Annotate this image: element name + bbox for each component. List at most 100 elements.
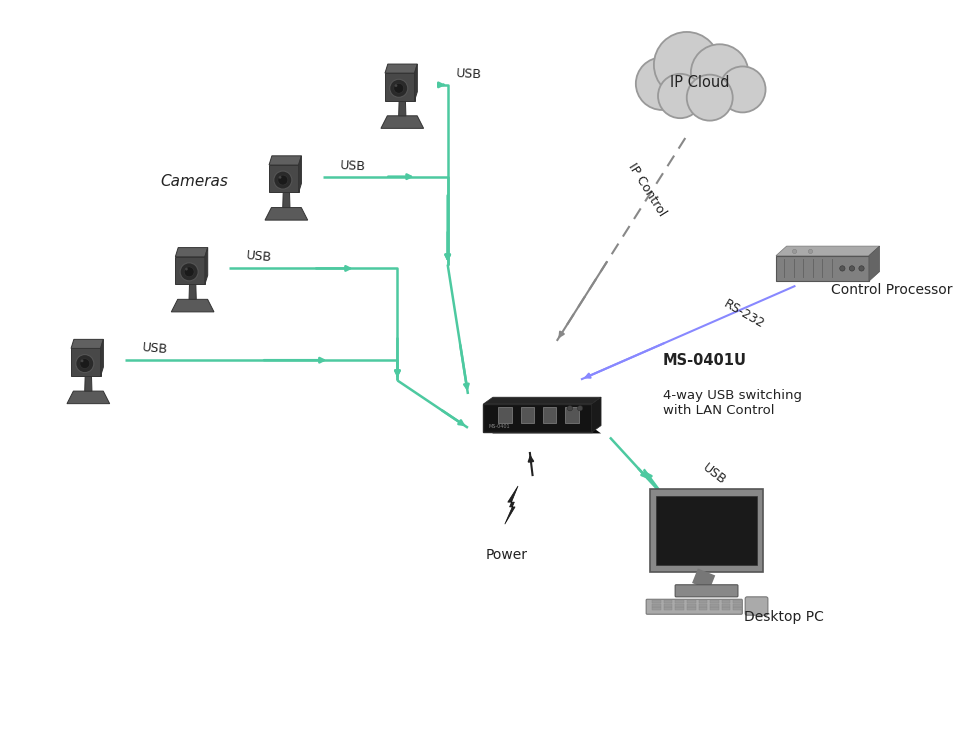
Polygon shape bbox=[175, 257, 205, 284]
Polygon shape bbox=[776, 246, 879, 256]
Polygon shape bbox=[399, 101, 406, 115]
Circle shape bbox=[654, 32, 719, 98]
Polygon shape bbox=[776, 256, 869, 281]
Text: MS-0401: MS-0401 bbox=[489, 424, 510, 429]
Circle shape bbox=[80, 359, 90, 368]
Circle shape bbox=[76, 355, 94, 373]
Polygon shape bbox=[71, 349, 101, 376]
Polygon shape bbox=[172, 299, 214, 312]
FancyBboxPatch shape bbox=[499, 407, 512, 423]
Circle shape bbox=[840, 266, 845, 271]
FancyBboxPatch shape bbox=[646, 599, 742, 614]
FancyBboxPatch shape bbox=[652, 607, 661, 610]
Circle shape bbox=[636, 58, 689, 110]
FancyBboxPatch shape bbox=[745, 596, 768, 616]
Text: RS-232: RS-232 bbox=[721, 298, 766, 331]
Circle shape bbox=[389, 79, 408, 97]
FancyBboxPatch shape bbox=[543, 407, 556, 423]
Polygon shape bbox=[298, 156, 301, 192]
Circle shape bbox=[273, 171, 292, 189]
FancyBboxPatch shape bbox=[650, 488, 762, 572]
Text: Cameras: Cameras bbox=[161, 174, 228, 189]
Circle shape bbox=[690, 45, 748, 102]
Polygon shape bbox=[592, 397, 601, 432]
Text: Desktop PC: Desktop PC bbox=[744, 610, 824, 624]
FancyBboxPatch shape bbox=[711, 600, 719, 603]
Polygon shape bbox=[483, 404, 592, 432]
Text: Power: Power bbox=[485, 548, 527, 562]
Circle shape bbox=[577, 406, 583, 411]
Polygon shape bbox=[385, 64, 417, 73]
FancyBboxPatch shape bbox=[734, 600, 742, 603]
Circle shape bbox=[719, 67, 765, 113]
Polygon shape bbox=[504, 486, 518, 524]
Polygon shape bbox=[84, 376, 92, 391]
FancyBboxPatch shape bbox=[698, 604, 708, 607]
Text: USB: USB bbox=[246, 249, 272, 265]
FancyBboxPatch shape bbox=[734, 604, 742, 607]
FancyBboxPatch shape bbox=[687, 604, 695, 607]
Polygon shape bbox=[67, 391, 109, 404]
Circle shape bbox=[180, 262, 199, 281]
Text: USB: USB bbox=[339, 159, 366, 173]
Polygon shape bbox=[205, 248, 208, 284]
FancyBboxPatch shape bbox=[664, 604, 672, 607]
Text: Control Processor: Control Processor bbox=[831, 283, 952, 297]
FancyBboxPatch shape bbox=[675, 600, 684, 603]
Polygon shape bbox=[283, 192, 290, 208]
Circle shape bbox=[568, 406, 573, 411]
FancyBboxPatch shape bbox=[722, 604, 731, 607]
FancyBboxPatch shape bbox=[711, 607, 719, 610]
FancyBboxPatch shape bbox=[675, 607, 684, 610]
Polygon shape bbox=[381, 115, 424, 129]
FancyBboxPatch shape bbox=[698, 600, 708, 603]
Circle shape bbox=[394, 83, 404, 94]
FancyBboxPatch shape bbox=[675, 604, 684, 607]
Circle shape bbox=[81, 360, 83, 363]
FancyBboxPatch shape bbox=[734, 607, 742, 610]
FancyBboxPatch shape bbox=[675, 585, 737, 596]
Circle shape bbox=[658, 74, 702, 118]
Polygon shape bbox=[414, 64, 417, 101]
Circle shape bbox=[687, 75, 733, 121]
Circle shape bbox=[792, 249, 797, 254]
FancyBboxPatch shape bbox=[652, 600, 661, 603]
Polygon shape bbox=[483, 427, 601, 433]
Polygon shape bbox=[385, 73, 414, 101]
Polygon shape bbox=[71, 339, 104, 349]
FancyBboxPatch shape bbox=[565, 407, 578, 423]
FancyBboxPatch shape bbox=[656, 496, 757, 565]
Polygon shape bbox=[869, 246, 879, 281]
FancyBboxPatch shape bbox=[711, 604, 719, 607]
Circle shape bbox=[185, 268, 188, 270]
Polygon shape bbox=[265, 208, 308, 220]
Text: IP Cloud: IP Cloud bbox=[670, 75, 730, 91]
Circle shape bbox=[395, 84, 397, 87]
FancyBboxPatch shape bbox=[722, 600, 731, 603]
Polygon shape bbox=[269, 156, 301, 165]
Text: 4-way USB switching
with LAN Control: 4-way USB switching with LAN Control bbox=[663, 389, 802, 417]
FancyBboxPatch shape bbox=[687, 607, 695, 610]
FancyBboxPatch shape bbox=[687, 600, 695, 603]
Circle shape bbox=[279, 176, 282, 178]
Circle shape bbox=[859, 266, 864, 271]
Text: USB: USB bbox=[456, 67, 481, 81]
FancyBboxPatch shape bbox=[722, 607, 731, 610]
Circle shape bbox=[808, 249, 812, 254]
FancyBboxPatch shape bbox=[698, 607, 708, 610]
FancyBboxPatch shape bbox=[521, 407, 534, 423]
Text: USB: USB bbox=[700, 461, 728, 487]
Polygon shape bbox=[101, 339, 104, 376]
Circle shape bbox=[850, 266, 854, 271]
Polygon shape bbox=[175, 248, 208, 257]
Text: IP Control: IP Control bbox=[625, 160, 668, 219]
FancyBboxPatch shape bbox=[664, 600, 672, 603]
Circle shape bbox=[184, 267, 194, 277]
Polygon shape bbox=[269, 165, 298, 192]
Circle shape bbox=[278, 175, 288, 185]
Polygon shape bbox=[189, 284, 197, 299]
FancyBboxPatch shape bbox=[652, 604, 661, 607]
Polygon shape bbox=[483, 397, 601, 404]
FancyBboxPatch shape bbox=[664, 607, 672, 610]
Text: USB: USB bbox=[142, 341, 168, 357]
